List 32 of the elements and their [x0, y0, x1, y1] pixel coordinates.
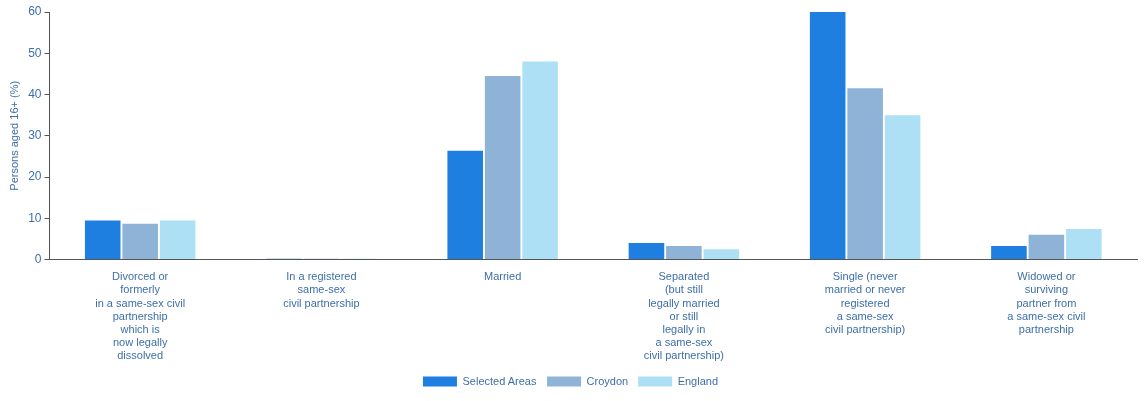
y-tick-label: 0 — [34, 251, 42, 266]
x-tick-label: In a registered same-sex civil partnership — [283, 270, 360, 309]
x-tick-label: Widowed or surviving partner from a same-sex civil partnership — [1007, 270, 1086, 336]
x-tick-label: Married — [484, 270, 522, 283]
legend-label: Selected Areas — [462, 374, 537, 387]
bar — [884, 115, 921, 260]
legend-label: England — [677, 374, 719, 387]
bar — [159, 220, 196, 260]
y-axis-title: Persons aged 16+ (%) — [7, 80, 20, 191]
bar — [84, 220, 121, 260]
bar — [809, 12, 846, 260]
y-tick-label: 10 — [28, 210, 42, 225]
legend-label: Croydon — [586, 374, 629, 387]
bar — [484, 75, 521, 260]
y-tick-label: 40 — [28, 86, 42, 101]
y-tick-label: 20 — [28, 169, 42, 184]
x-tick-label: Divorced or formerly in a same-sex civil partnership which is now legally dissolved — [95, 270, 186, 362]
y-tick-label: 30 — [28, 128, 42, 143]
bar — [628, 243, 665, 260]
bar — [522, 61, 558, 260]
y-tick-label: 50 — [28, 45, 42, 60]
bar — [1066, 229, 1102, 260]
bar — [847, 88, 883, 260]
bar — [991, 245, 1027, 260]
bar — [666, 245, 702, 260]
bar — [122, 223, 158, 260]
bar — [447, 150, 483, 260]
bar — [1028, 234, 1065, 260]
x-tick-label: Separated (but still legally married or still legally in a same-sex civil partnership) — [643, 270, 724, 362]
y-tick-label: 60 — [28, 4, 42, 19]
bar — [703, 249, 740, 260]
x-tick-label: Single (never married or never registered a same-sex civil partnership) — [824, 270, 906, 336]
